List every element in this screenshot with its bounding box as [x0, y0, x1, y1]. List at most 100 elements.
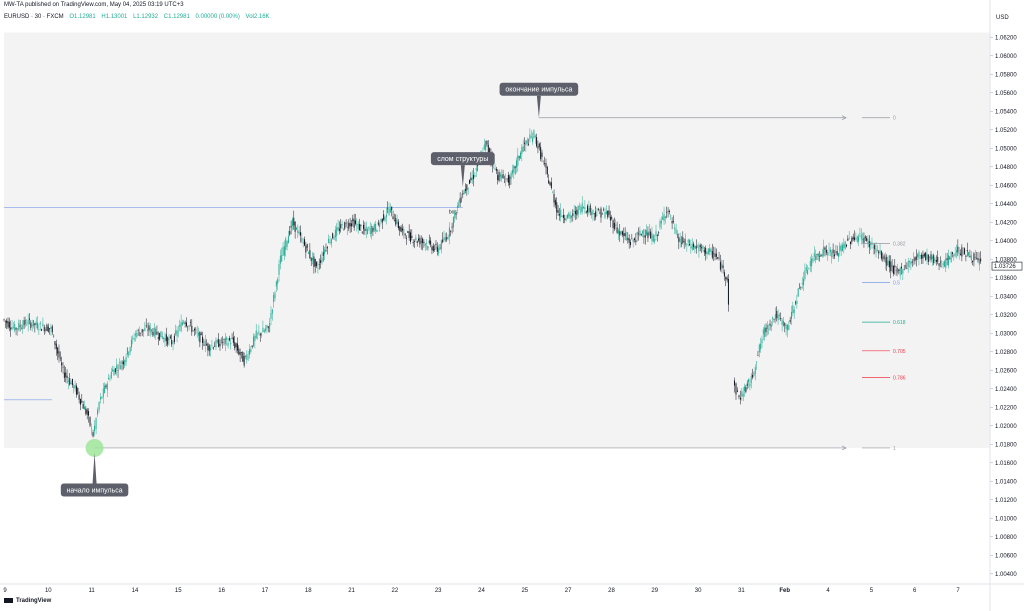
candle-body	[799, 283, 801, 290]
candle-body	[231, 338, 233, 339]
candle-body	[671, 221, 673, 224]
candle-body	[89, 416, 91, 426]
candle-body	[762, 329, 764, 335]
candle-body	[741, 391, 743, 397]
candle-body	[946, 258, 948, 260]
price-tick-label: 1.05200	[995, 128, 1017, 134]
candle-body	[786, 325, 788, 331]
candle-body	[269, 323, 271, 332]
candle-body	[145, 325, 147, 327]
candle-body	[627, 237, 629, 240]
candle-body	[761, 339, 763, 344]
candle-body	[882, 257, 884, 259]
candle-body	[106, 383, 108, 390]
horizontal-levels: bos	[4, 207, 463, 401]
candle-body	[617, 230, 619, 234]
candle-body	[175, 330, 177, 335]
candle-body	[57, 347, 59, 354]
candle-body	[839, 245, 841, 252]
impulse-start-callout[interactable]: начало импульса	[60, 452, 129, 497]
candle-body	[901, 266, 903, 269]
candle-body	[770, 325, 772, 328]
impulse-end-callout[interactable]: окончание импульса	[499, 82, 579, 118]
candle-body	[42, 323, 44, 327]
break-of-structure-callout[interactable]: слом структуры	[430, 152, 495, 188]
candle-body	[565, 218, 567, 221]
candle-body	[116, 365, 118, 370]
candle-body	[501, 175, 503, 179]
candle-body	[903, 269, 905, 270]
candle-body	[442, 239, 444, 243]
candle-body	[847, 238, 849, 241]
candle-body	[113, 369, 115, 376]
candle-body	[171, 340, 173, 345]
candle-body	[97, 409, 99, 415]
candle-body	[540, 146, 542, 160]
candle-body	[650, 231, 652, 239]
candle-body	[477, 165, 479, 167]
candle-body	[566, 214, 568, 219]
bos-label: bos	[449, 209, 458, 215]
price-tick-label: 1.02800	[995, 350, 1017, 356]
candle-body	[321, 257, 323, 263]
candle-body	[16, 328, 18, 330]
candle-body	[507, 174, 509, 183]
candle-body	[26, 324, 28, 326]
annotations[interactable]: начало импульса слом структуры окончание и…	[60, 82, 847, 497]
candle-body	[85, 408, 87, 414]
candle-body	[353, 219, 355, 228]
candle-body	[542, 161, 544, 163]
candle-body	[930, 254, 932, 260]
candle-body	[363, 224, 365, 230]
candle-body	[434, 248, 436, 250]
candle-body	[934, 259, 936, 261]
candle-body	[584, 207, 586, 210]
impulse-start-callout-text: начало импульса	[66, 487, 122, 494]
candle-body	[538, 143, 540, 148]
candle-body	[800, 286, 802, 288]
candle-body	[144, 327, 146, 331]
candle-body	[39, 322, 41, 325]
candle-body	[760, 343, 762, 350]
ohlc-close: C1.12981	[163, 14, 190, 20]
candle-body	[452, 217, 454, 228]
price-tick-label: 1.01600	[995, 461, 1017, 467]
tradingview-logo[interactable]: TradingView	[4, 598, 51, 604]
candle-body	[483, 144, 485, 150]
candle-body	[3, 319, 5, 321]
currency-label: USD	[996, 15, 1009, 21]
price-axis[interactable]: 1.06200 1.06000 1.05800 1.05600 1.05400 1.052…	[990, 35, 1023, 578]
candle-body	[573, 210, 575, 213]
candle-body	[100, 396, 102, 400]
candle-body	[232, 337, 234, 343]
candle-body	[251, 345, 253, 348]
candle-body	[287, 236, 289, 244]
candle-body	[827, 251, 829, 256]
candle-body	[537, 146, 539, 149]
time-axis[interactable]: 9 10 11 14 15 16 17 18 21 22 23 24 25 27 28 29 30 31 Feb 4 5…	[3, 588, 960, 594]
candle-body	[365, 226, 367, 232]
candle-body	[270, 313, 272, 319]
candle-body	[778, 315, 780, 317]
candle-body	[938, 263, 940, 266]
candle-body	[651, 233, 653, 241]
candle-body	[147, 329, 149, 331]
symbol-name[interactable]: EURUSD · 30 · FXCM	[4, 14, 64, 20]
candle-body	[105, 385, 107, 388]
candle-body	[340, 224, 342, 229]
candle-body	[63, 372, 65, 378]
candle-body	[572, 213, 574, 216]
candle-body	[913, 259, 915, 261]
candle-body	[784, 323, 786, 326]
candle-body	[697, 246, 699, 248]
candle-body	[811, 258, 813, 267]
candle-body	[670, 215, 672, 217]
candle-body	[277, 279, 279, 284]
candle-body	[41, 329, 43, 331]
candle-body	[577, 205, 579, 215]
candle-body	[236, 343, 238, 351]
candle-body	[204, 340, 206, 347]
fibonacci-levels[interactable]: 0 0.382 0.5 0.618 0.705 0.786 1	[862, 116, 906, 452]
candle-body	[11, 327, 13, 330]
